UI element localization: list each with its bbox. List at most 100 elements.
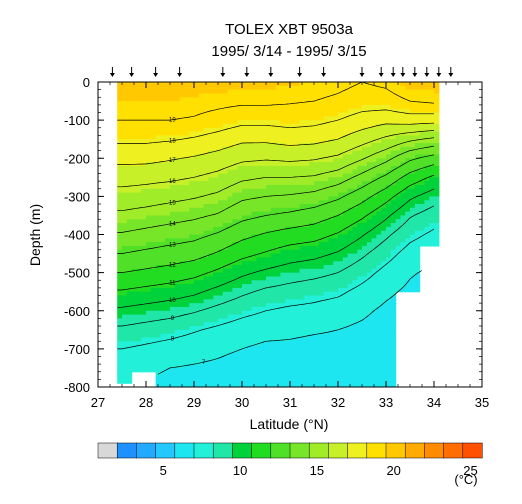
field-cell bbox=[318, 112, 325, 117]
field-cell bbox=[237, 82, 243, 87]
field-cell bbox=[232, 352, 238, 358]
field-cell bbox=[150, 280, 157, 285]
field-cell bbox=[242, 341, 248, 346]
field-cell bbox=[218, 120, 224, 125]
field-cell bbox=[366, 116, 373, 121]
field-cell bbox=[424, 123, 430, 129]
field-cell bbox=[141, 226, 147, 232]
field-cell bbox=[213, 360, 219, 365]
field-cell bbox=[323, 333, 329, 339]
field-cell bbox=[232, 184, 238, 190]
field-cell bbox=[386, 295, 392, 300]
field-cell bbox=[146, 253, 152, 258]
field-cell bbox=[198, 211, 205, 217]
field-cell bbox=[275, 146, 281, 152]
field-cell bbox=[381, 299, 387, 304]
field-cell bbox=[323, 291, 329, 297]
field-cell bbox=[352, 326, 358, 331]
field-cell bbox=[309, 143, 315, 148]
field-cell bbox=[376, 337, 382, 342]
field-cell bbox=[357, 268, 363, 274]
field-cell bbox=[410, 184, 416, 190]
field-cell bbox=[304, 253, 310, 258]
field-cell bbox=[376, 169, 382, 175]
field-cell bbox=[203, 284, 209, 289]
field-cell bbox=[280, 234, 286, 239]
field-cell bbox=[280, 314, 286, 319]
field-cell bbox=[381, 101, 387, 106]
field-cell bbox=[333, 245, 339, 251]
field-cell bbox=[174, 204, 181, 209]
field-cell bbox=[160, 89, 166, 95]
field-cell bbox=[184, 242, 190, 247]
field-cell bbox=[246, 265, 253, 270]
field-cell bbox=[323, 326, 329, 331]
field-cell bbox=[131, 234, 137, 239]
field-cell bbox=[251, 158, 257, 163]
field-cell bbox=[155, 93, 161, 98]
field-cell bbox=[386, 348, 392, 354]
field-cell bbox=[357, 101, 363, 106]
field-cell bbox=[347, 257, 353, 262]
field-cell bbox=[280, 348, 286, 354]
field-cell bbox=[126, 253, 133, 258]
field-cell bbox=[280, 375, 286, 380]
field-cell bbox=[122, 139, 128, 144]
field-cell bbox=[256, 184, 262, 190]
field-cell bbox=[342, 322, 349, 327]
field-cell bbox=[256, 257, 262, 262]
field-cell bbox=[414, 242, 421, 247]
field-cell bbox=[299, 242, 305, 247]
field-cell bbox=[304, 242, 310, 247]
field-cell bbox=[419, 154, 425, 159]
field-cell bbox=[318, 242, 325, 247]
field-cell bbox=[338, 120, 344, 125]
field-cell bbox=[386, 215, 392, 220]
field-cell bbox=[126, 322, 133, 327]
field-cell bbox=[333, 82, 339, 87]
field-cell bbox=[410, 226, 416, 232]
field-cell bbox=[232, 82, 238, 87]
field-cell bbox=[261, 131, 267, 136]
field-cell bbox=[165, 230, 171, 236]
field-cell bbox=[222, 181, 229, 186]
field-cell bbox=[323, 143, 329, 148]
field-cell bbox=[309, 219, 315, 224]
field-cell bbox=[309, 295, 315, 300]
field-cell bbox=[280, 207, 286, 213]
field-cell bbox=[222, 253, 229, 258]
field-cell bbox=[160, 219, 166, 224]
field-cell bbox=[218, 268, 224, 274]
field-cell bbox=[218, 230, 224, 236]
field-cell bbox=[318, 306, 325, 312]
field-cell bbox=[395, 158, 401, 163]
field-cell bbox=[131, 112, 137, 117]
field-cell bbox=[242, 154, 248, 159]
field-cell bbox=[266, 314, 272, 319]
field-cell bbox=[270, 108, 277, 114]
field-cell bbox=[251, 245, 257, 251]
field-cell bbox=[227, 139, 233, 144]
field-cell bbox=[347, 112, 353, 117]
field-cell bbox=[227, 123, 233, 129]
field-cell bbox=[309, 104, 315, 110]
field-cell bbox=[352, 345, 358, 350]
field-cell bbox=[347, 188, 353, 194]
field-cell bbox=[366, 234, 373, 239]
field-cell bbox=[290, 188, 296, 194]
field-cell bbox=[424, 89, 430, 95]
field-cell bbox=[198, 371, 205, 377]
field-cell bbox=[203, 291, 209, 297]
field-cell bbox=[333, 101, 339, 106]
field-cell bbox=[347, 101, 353, 106]
field-cell bbox=[232, 200, 238, 205]
field-cell bbox=[122, 177, 128, 182]
field-cell bbox=[208, 165, 214, 171]
field-cell bbox=[218, 173, 224, 178]
field-cell bbox=[280, 219, 286, 224]
field-cell bbox=[184, 158, 190, 163]
field-cell bbox=[198, 150, 205, 156]
field-cell bbox=[155, 261, 161, 266]
field-cell bbox=[395, 150, 401, 156]
field-cell bbox=[246, 127, 253, 133]
